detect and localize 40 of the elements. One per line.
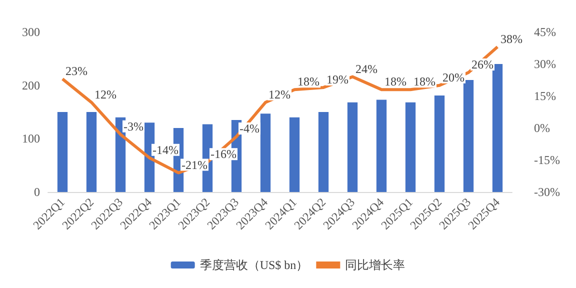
data-label: 20%: [442, 70, 464, 84]
data-label: 18%: [414, 74, 436, 89]
bar: [260, 114, 271, 192]
data-label: -16%: [210, 147, 236, 162]
y-tick-label: 100: [22, 132, 40, 146]
y2-tick-label: 15%: [534, 89, 556, 103]
bar: [289, 117, 300, 192]
data-label: 26%: [472, 58, 494, 72]
y-tick-label: 300: [22, 25, 40, 39]
line-series: [61, 45, 499, 174]
bar: [434, 95, 445, 192]
data-label: 18%: [298, 74, 320, 89]
data-label: -21%: [182, 158, 208, 172]
bar: [376, 100, 387, 192]
data-label: 19%: [326, 72, 348, 86]
data-label: 38%: [500, 32, 522, 46]
legend-label: 同比增长率: [345, 258, 406, 272]
data-label: 12%: [268, 87, 290, 102]
legend-label: 季度营收（US$ bn）: [200, 258, 308, 272]
bar: [86, 112, 97, 192]
bar: [463, 80, 474, 192]
bar: [405, 102, 416, 192]
data-label: 12%: [94, 87, 116, 102]
bar: [318, 112, 329, 192]
y-tick-label: 200: [22, 78, 40, 92]
y2-tick-label: -15%: [534, 153, 560, 167]
bar: [492, 64, 503, 192]
bar: [347, 102, 358, 192]
data-label: 18%: [384, 74, 406, 89]
data-label: -14%: [152, 142, 178, 157]
bar: [57, 112, 68, 192]
y2-tick-label: -30%: [534, 185, 560, 199]
data-label: -3%: [124, 119, 144, 134]
data-label: -4%: [240, 122, 260, 136]
data-label: 24%: [356, 62, 378, 76]
y2-tick-label: 0%: [534, 121, 550, 135]
y2-tick-label: 30%: [534, 57, 556, 71]
y2-tick-label: 45%: [534, 25, 556, 39]
data-label: 23%: [66, 64, 88, 78]
y-tick-label: 0: [34, 185, 40, 199]
